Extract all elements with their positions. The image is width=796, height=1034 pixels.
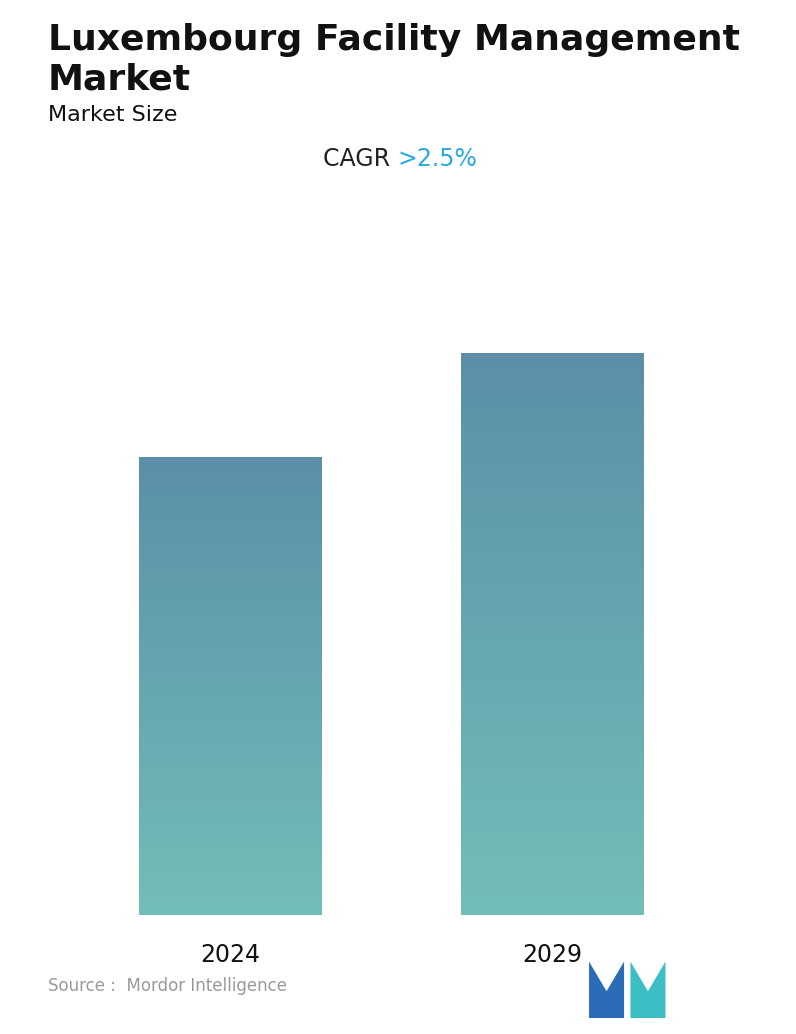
- Text: 2024: 2024: [200, 943, 259, 967]
- Text: Source :  Mordor Intelligence: Source : Mordor Intelligence: [48, 977, 287, 995]
- Text: Market: Market: [48, 62, 191, 96]
- Text: 2029: 2029: [522, 943, 582, 967]
- Text: Market Size: Market Size: [48, 105, 178, 125]
- Polygon shape: [630, 962, 665, 1018]
- Text: >2.5%: >2.5%: [398, 147, 478, 171]
- Polygon shape: [589, 962, 624, 1018]
- Text: Luxembourg Facility Management: Luxembourg Facility Management: [48, 23, 739, 57]
- Text: CAGR: CAGR: [323, 147, 398, 171]
